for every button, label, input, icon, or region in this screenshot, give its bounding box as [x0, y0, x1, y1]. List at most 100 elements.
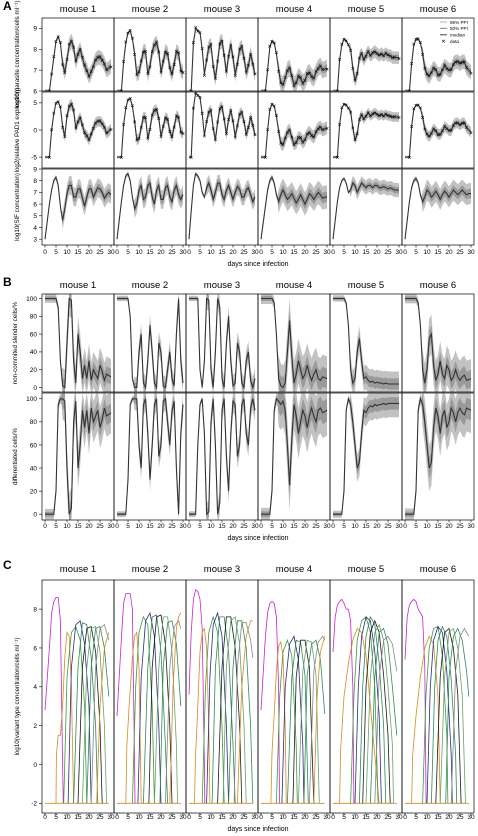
data-point [220, 105, 224, 109]
ppi95-band [333, 176, 399, 241]
variant-line [303, 639, 326, 804]
data-point [161, 59, 165, 63]
data-point [209, 108, 213, 112]
legend-label: data [450, 39, 459, 44]
data-point [229, 43, 233, 47]
variant-line [148, 614, 173, 804]
data-point [50, 128, 54, 132]
data-point [375, 112, 379, 116]
x-tick-label: 25 [96, 814, 104, 821]
ppi50-band [261, 393, 327, 518]
variant-line [359, 615, 387, 804]
variant-line [404, 598, 427, 804]
panel-plot [116, 171, 184, 242]
panel-plot [405, 393, 472, 520]
data-point [141, 50, 145, 54]
y-tick-label: 40 [30, 349, 38, 356]
y-tick-label: 100 [26, 396, 37, 403]
y-tick-label: 40 [30, 465, 38, 472]
data-point [211, 127, 215, 131]
legend-label: 50% PPI [450, 26, 468, 31]
data-point [440, 129, 444, 133]
panel [113, 293, 187, 393]
x-tick-label: 0 [187, 523, 191, 530]
panel [185, 17, 259, 92]
y-tick-label: 4 [33, 684, 37, 691]
panel-frame [185, 579, 259, 814]
y-tick-label: 3 [33, 236, 37, 243]
ppi50-band [405, 394, 471, 517]
panel-plot [188, 588, 254, 804]
data-point [377, 53, 381, 57]
x-tick-label: 25 [240, 249, 248, 256]
data-point [335, 155, 339, 159]
data-point [283, 136, 287, 140]
data-point [272, 41, 276, 45]
x-tick-label: 25 [456, 814, 464, 821]
x-tick-label: 15 [146, 249, 154, 256]
y-axis-label: log10(parasite concentration/cells ml⁻¹) [14, 1, 21, 109]
y-tick-label: 7 [33, 190, 37, 197]
data-point [318, 125, 322, 129]
y-axis-label: differentiated cells/% [12, 428, 19, 485]
data-point [54, 101, 58, 105]
data-point [357, 117, 361, 122]
data-point [181, 71, 185, 75]
data-point [198, 31, 202, 35]
variant-line [313, 636, 326, 804]
data-point [423, 127, 427, 131]
variant-line [211, 616, 236, 804]
ppi50-band [405, 177, 471, 241]
panel [329, 293, 403, 393]
x-tick-label: 30 [467, 249, 475, 256]
panel [401, 17, 475, 92]
x-tick-label: 20 [301, 249, 309, 256]
panel: 0 5 10 15 20 25 30 [113, 392, 187, 530]
panel-frame [401, 168, 475, 246]
data-point [222, 53, 226, 57]
panel-plot [261, 393, 328, 520]
data-point [412, 107, 416, 111]
data-point [152, 43, 156, 47]
data-point [299, 75, 303, 79]
data-point [373, 50, 377, 54]
x-axis-label: days since infection [227, 261, 288, 268]
panel: 0 5 10 15 20 25 30 [113, 168, 187, 256]
data-point [303, 138, 307, 142]
x-tick-label: 5 [414, 814, 418, 821]
x-tick-label: 5 [198, 249, 202, 256]
data-point [174, 49, 178, 53]
data-point [144, 116, 148, 120]
data-point [340, 106, 344, 110]
panel-plot [332, 598, 398, 804]
variant-line [90, 623, 110, 804]
data-point [355, 132, 359, 136]
data-point [384, 51, 388, 55]
data-point [163, 116, 167, 120]
data-point [189, 155, 193, 159]
data-point [65, 114, 69, 118]
data-point [432, 66, 436, 70]
data-point [316, 127, 320, 131]
data-point [166, 117, 170, 121]
data-point [344, 39, 348, 43]
data-point [56, 100, 60, 104]
ppi95-band [189, 171, 255, 242]
median-line [405, 396, 472, 515]
data-point [91, 126, 95, 130]
data-point [163, 50, 167, 54]
data-point [144, 49, 148, 53]
x-tick-label: 15 [218, 249, 226, 256]
data-point [407, 89, 411, 91]
x-tick-label: 5 [198, 523, 202, 530]
median-line [332, 177, 399, 240]
panel: 0 5 10 15 20 25 30 [41, 579, 115, 821]
ppi50-band [45, 393, 111, 520]
data-point [412, 42, 416, 46]
x-tick-label: 25 [240, 523, 248, 530]
section-label: A [3, 0, 12, 13]
data-point [393, 115, 397, 119]
x-tick-label: 25 [312, 523, 320, 530]
panel: 0 5 10 15 20 25 30 [113, 579, 187, 821]
